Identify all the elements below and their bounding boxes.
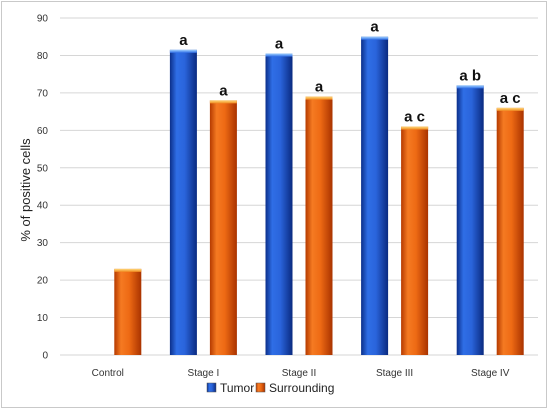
x-tick-label: Control bbox=[92, 368, 124, 379]
data-label: a b bbox=[459, 67, 481, 84]
x-tick-label: Stage I bbox=[188, 368, 220, 379]
y-axis-title: % of positive cells bbox=[18, 138, 33, 242]
data-label: a c bbox=[404, 109, 425, 126]
y-tick-label: 80 bbox=[37, 51, 49, 62]
data-label: a bbox=[219, 82, 228, 99]
data-label: a bbox=[315, 79, 324, 96]
bar-cap bbox=[114, 268, 142, 272]
bar-tumor bbox=[456, 85, 484, 356]
bar-tumor bbox=[265, 53, 293, 355]
y-tick-label: 20 bbox=[37, 276, 49, 287]
y-tick-label: 30 bbox=[37, 238, 49, 249]
x-tick-label: Stage III bbox=[376, 368, 413, 379]
y-tick-label: 0 bbox=[42, 351, 48, 362]
bar-cap bbox=[209, 100, 237, 104]
y-tick-label: 70 bbox=[37, 88, 49, 99]
data-label: a bbox=[370, 19, 379, 36]
bar-surrounding bbox=[401, 126, 429, 355]
data-labels: a a a a a a c a b a c bbox=[179, 19, 520, 126]
bar-tumor bbox=[169, 49, 197, 355]
bar-cap bbox=[265, 53, 293, 57]
y-tick-label: 50 bbox=[37, 163, 49, 174]
bar-cap bbox=[169, 49, 197, 53]
data-label: a c bbox=[500, 90, 521, 107]
y-tick-labels: 0 10 20 30 40 50 60 70 80 90 bbox=[37, 14, 49, 362]
legend-label: Surrounding bbox=[269, 381, 334, 395]
bars bbox=[114, 36, 524, 356]
y-tick-label: 60 bbox=[37, 126, 49, 137]
bar-cap bbox=[305, 96, 333, 100]
bar-surrounding bbox=[209, 100, 237, 355]
x-tick-label: Stage IV bbox=[471, 368, 510, 379]
bar-surrounding bbox=[114, 268, 142, 355]
x-tick-label: Stage II bbox=[282, 368, 316, 379]
bar-surrounding bbox=[496, 107, 524, 355]
data-label: a bbox=[275, 36, 284, 53]
bar-cap bbox=[456, 85, 484, 89]
bar-cap bbox=[401, 126, 429, 130]
bar-cap bbox=[496, 107, 524, 111]
legend-swatch-surrounding bbox=[255, 382, 266, 393]
bar-cap bbox=[361, 36, 389, 40]
y-tick-label: 40 bbox=[37, 201, 49, 212]
data-label: a bbox=[179, 32, 188, 49]
y-tick-label: 10 bbox=[37, 313, 49, 324]
bar-surrounding bbox=[305, 96, 333, 355]
legend: Tumor Surrounding bbox=[206, 381, 334, 395]
x-tick-labels: Control Stage I Stage II Stage III Stage IV bbox=[92, 368, 510, 379]
legend-swatch-tumor bbox=[206, 382, 217, 393]
y-tick-label: 90 bbox=[37, 14, 49, 25]
bar-tumor bbox=[361, 36, 389, 355]
legend-label: Tumor bbox=[220, 381, 254, 395]
